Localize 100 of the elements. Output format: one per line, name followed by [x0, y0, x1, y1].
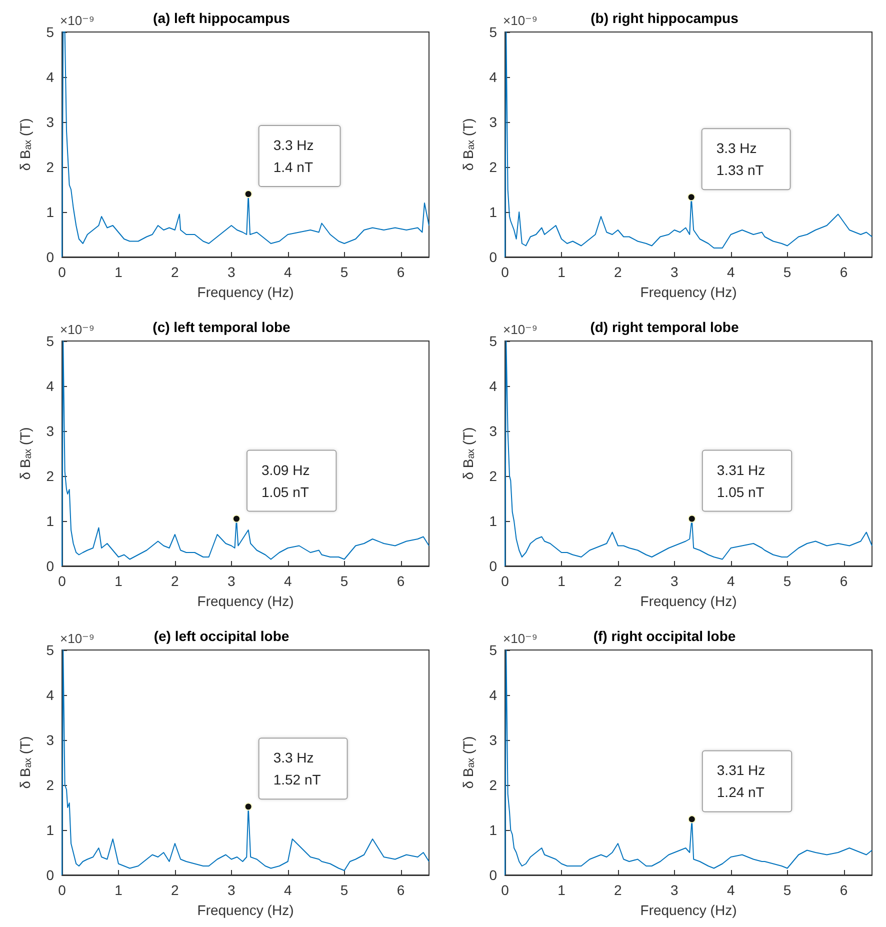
- x-axis-title: Frequency (Hz): [197, 284, 294, 300]
- x-axis-title: Frequency (Hz): [640, 593, 737, 609]
- x-tick-label: 5: [783, 573, 792, 589]
- y-tick-label: 1: [46, 204, 54, 220]
- y-tick-label: 4: [489, 687, 498, 703]
- x-tick-label: 5: [340, 882, 348, 898]
- x-tick-label: 3: [670, 573, 678, 589]
- y-tick-label: 4: [46, 378, 54, 394]
- chart-title: (a) left hippocampus: [153, 10, 290, 26]
- x-tick-label: 3: [227, 264, 236, 280]
- y-tick-label: 0: [46, 867, 54, 883]
- x-tick-label: 1: [114, 882, 123, 898]
- x-tick-label: 4: [726, 882, 735, 898]
- x-tick-label: 4: [284, 264, 292, 280]
- y-tick-label: 5: [46, 642, 54, 658]
- x-tick-label: 2: [614, 264, 622, 280]
- y-tick-label: 2: [46, 468, 54, 484]
- x-axis-title: Frequency (Hz): [640, 284, 737, 300]
- line-series: [62, 32, 430, 258]
- x-tick-label: 4: [284, 573, 292, 589]
- x-axis-title: Frequency (Hz): [197, 902, 294, 918]
- x-axis-title: Frequency (Hz): [640, 902, 737, 918]
- y-tick-label: 0: [46, 558, 54, 574]
- annotation: 3.09 Hz 1.05 nT: [261, 462, 310, 500]
- y-tick-label: 4: [46, 69, 54, 85]
- annotation: 3.31 Hz 1.24 nT: [716, 762, 766, 800]
- y-tick-label: 0: [489, 558, 498, 574]
- y-tick-label: 5: [489, 642, 498, 658]
- text: ×10⁻⁹: [503, 322, 538, 337]
- x-tick-label: 3: [227, 573, 236, 589]
- y-tick-label: 0: [489, 249, 498, 265]
- x-tick-label: 0: [58, 264, 66, 280]
- x-tick-label: 2: [614, 882, 622, 898]
- x-tick-label: 6: [840, 882, 848, 898]
- text: ×10⁻⁹: [503, 631, 538, 646]
- y-tick-label: 4: [46, 687, 54, 703]
- x-tick-label: 6: [396, 882, 405, 898]
- y-tick-label: 2: [46, 777, 54, 793]
- x-tick-label: 1: [114, 573, 123, 589]
- x-tick-label: 0: [58, 573, 66, 589]
- y-tick-label: 2: [489, 159, 498, 175]
- x-tick-label: 4: [726, 264, 735, 280]
- x-tick-label: 6: [840, 264, 848, 280]
- y-axis-title: δ Bₐₓ (T): [460, 736, 476, 789]
- x-tick-label: 0: [501, 573, 510, 589]
- chart-title: (e) left occipital lobe: [154, 628, 290, 644]
- chart-title: (b) right hippocampus: [590, 10, 739, 26]
- x-tick-label: 5: [783, 264, 792, 280]
- y-tick-label: 1: [489, 822, 498, 838]
- y-tick-label: 3: [46, 732, 54, 748]
- x-tick-label: 5: [340, 573, 348, 589]
- y-axis-title: δ Bₐₓ (T): [17, 118, 33, 171]
- x-tick-label: 6: [396, 573, 405, 589]
- x-tick-label: 6: [396, 264, 405, 280]
- text: ×10⁻⁹: [60, 631, 94, 646]
- y-axis-title: δ Bₐₓ (T): [17, 736, 33, 789]
- annotation: 3.3 Hz 1.4 nT: [273, 137, 314, 175]
- annotation: 3.3 Hz 1.33 nT: [716, 140, 764, 178]
- chart-title: (f) right occipital lobe: [593, 628, 736, 644]
- line-series: [62, 340, 430, 566]
- y-tick-label: 4: [489, 378, 498, 394]
- x-tick-label: 4: [726, 573, 735, 589]
- y-tick-label: 4: [489, 69, 498, 85]
- x-tick-label: 3: [227, 882, 236, 898]
- line-series: [62, 650, 430, 876]
- text: ×10⁻⁹: [60, 322, 94, 337]
- x-tick-label: 2: [171, 573, 180, 589]
- y-tick-label: 3: [46, 114, 54, 130]
- x-tick-label: 5: [340, 264, 348, 280]
- annotation: 3.3 Hz 1.52 nT: [273, 750, 322, 788]
- x-tick-label: 5: [783, 882, 792, 898]
- y-tick-label: 5: [489, 333, 498, 349]
- x-tick-label: 6: [840, 573, 848, 589]
- annotation: 3.31 Hz 1.05 nT: [716, 462, 766, 500]
- x-tick-label: 0: [501, 882, 510, 898]
- y-tick-label: 5: [489, 24, 498, 40]
- x-tick-label: 4: [284, 882, 292, 898]
- x-tick-label: 1: [558, 882, 566, 898]
- text: ×10⁻⁹: [503, 13, 538, 28]
- y-tick-label: 0: [489, 867, 498, 883]
- x-tick-label: 3: [670, 882, 678, 898]
- x-tick-label: 3: [670, 264, 678, 280]
- x-tick-label: 1: [114, 264, 123, 280]
- y-axis-title: δ Bₐₓ (T): [460, 427, 476, 480]
- x-tick-label: 2: [171, 264, 180, 280]
- chart-title: (d) right temporal lobe: [590, 319, 739, 335]
- x-tick-label: 1: [558, 264, 566, 280]
- y-tick-label: 5: [46, 24, 54, 40]
- y-tick-label: 1: [46, 822, 54, 838]
- y-tick-label: 2: [46, 159, 54, 175]
- y-tick-label: 3: [489, 114, 498, 130]
- y-tick-label: 3: [489, 732, 498, 748]
- y-tick-label: 2: [489, 777, 498, 793]
- y-tick-label: 3: [46, 423, 54, 439]
- line-series: [504, 32, 872, 258]
- y-tick-label: 3: [489, 423, 498, 439]
- y-tick-label: 1: [489, 204, 498, 220]
- text: ×10⁻⁹: [60, 13, 94, 28]
- y-tick-label: 1: [46, 513, 54, 529]
- y-tick-label: 5: [46, 333, 54, 349]
